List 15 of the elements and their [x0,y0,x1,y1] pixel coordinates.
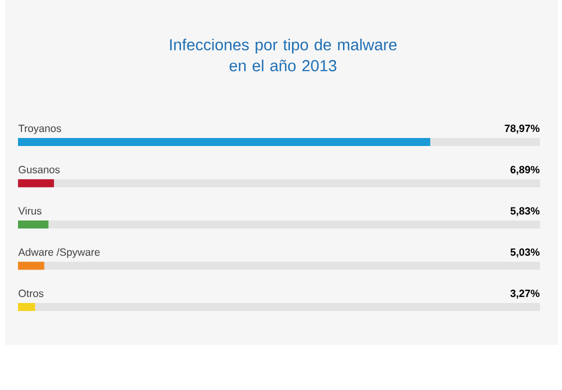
data-label: 6,89% [510,166,540,175]
bar [18,262,44,270]
y-tick-label: Virus [18,206,42,215]
chart-title: Infecciones por tipo de malware en el año 2013 [170,38,397,72]
bar [18,302,36,311]
y-tick-label: Gusanos [18,166,60,174]
bar [18,220,48,228]
data-label: 78,97% [504,124,540,134]
y-tick-label: Adware /Spyware [18,248,100,258]
y-tick-label: Troyanos [18,124,62,134]
data-label: 5,03% [510,248,540,258]
bar [18,179,54,188]
y-tick-label: Otros [18,290,44,298]
data-label: 5,83% [510,207,540,216]
data-label: 3,27% [510,290,540,299]
